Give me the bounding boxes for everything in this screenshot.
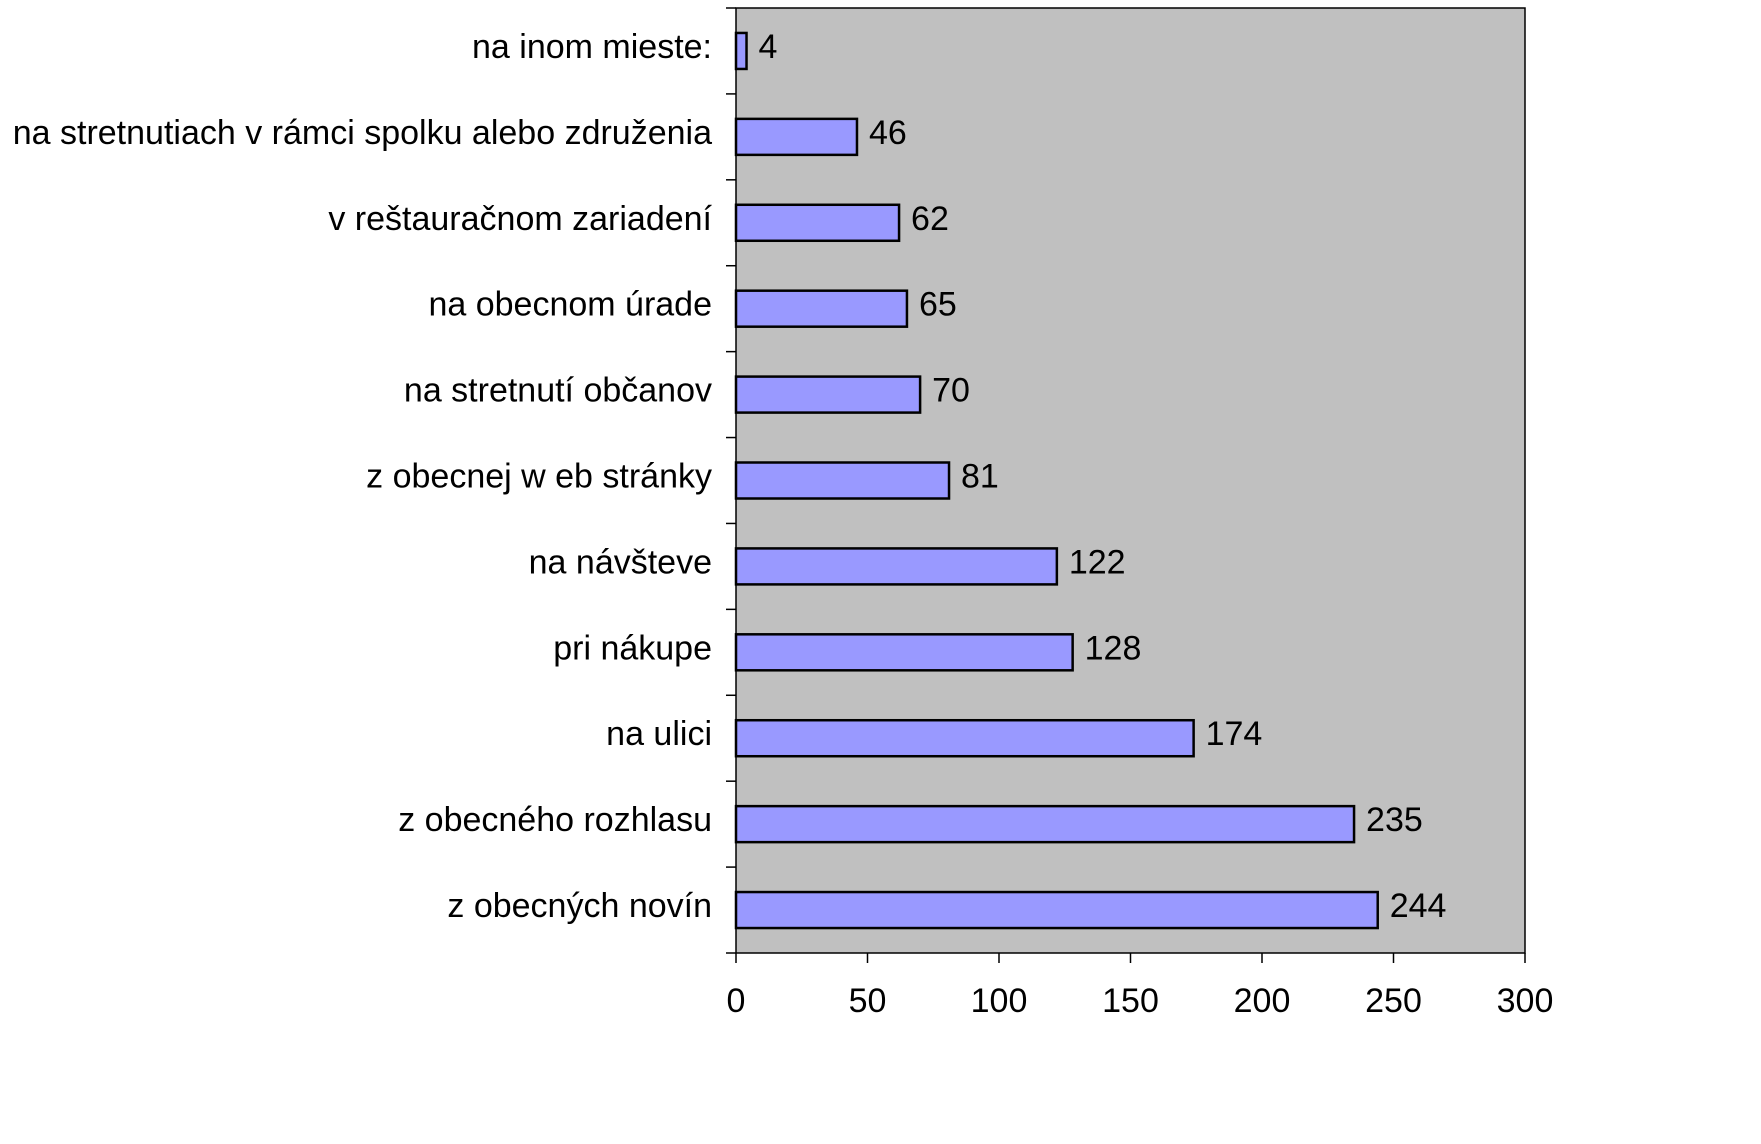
data-label: 62	[911, 200, 949, 238]
bar	[734, 31, 748, 71]
x-tick-label: 100	[971, 982, 1028, 1020]
x-tick-label: 50	[849, 982, 887, 1020]
data-label: 122	[1069, 543, 1126, 581]
data-label: 65	[919, 286, 957, 324]
y-tick-label: na ulici	[606, 715, 712, 753]
y-tick-label: v reštauračnom zariadení	[328, 200, 712, 238]
y-tick-label: na návšteve	[529, 543, 712, 581]
bar	[734, 375, 922, 414]
y-tick-label: na inom mieste:	[472, 28, 712, 66]
data-label: 235	[1366, 801, 1423, 839]
bar	[734, 547, 1059, 586]
x-tick-label: 200	[1234, 982, 1291, 1020]
bar	[734, 633, 1074, 672]
bar	[734, 117, 859, 157]
bar	[734, 718, 1195, 758]
bar	[734, 289, 909, 328]
y-tick-label: z obecnej w eb stránky	[366, 457, 712, 495]
bar	[734, 804, 1356, 844]
x-tick-label: 300	[1497, 982, 1554, 1020]
x-tick-label: 150	[1102, 982, 1159, 1020]
bar	[734, 203, 901, 243]
x-tick-label: 250	[1365, 982, 1422, 1020]
y-tick-label: z obecných novín	[447, 887, 712, 925]
data-label: 4	[759, 28, 778, 66]
data-label: 81	[961, 457, 999, 495]
data-label: 244	[1390, 887, 1447, 925]
data-label: 46	[869, 114, 907, 152]
y-tick-label: na stretnutiach v rámci spolku alebo zdr…	[13, 114, 712, 152]
y-tick-label: z obecného rozhlasu	[398, 801, 712, 839]
bar	[734, 890, 1379, 930]
x-tick-label: 0	[727, 982, 746, 1020]
data-label: 70	[932, 372, 970, 410]
data-label: 128	[1085, 629, 1142, 667]
y-tick-label: pri nákupe	[553, 629, 712, 667]
y-tick-label: na stretnutí občanov	[404, 372, 712, 410]
y-tick-label: na obecnom úrade	[428, 286, 712, 324]
data-label: 174	[1206, 715, 1263, 753]
bar	[734, 461, 951, 500]
